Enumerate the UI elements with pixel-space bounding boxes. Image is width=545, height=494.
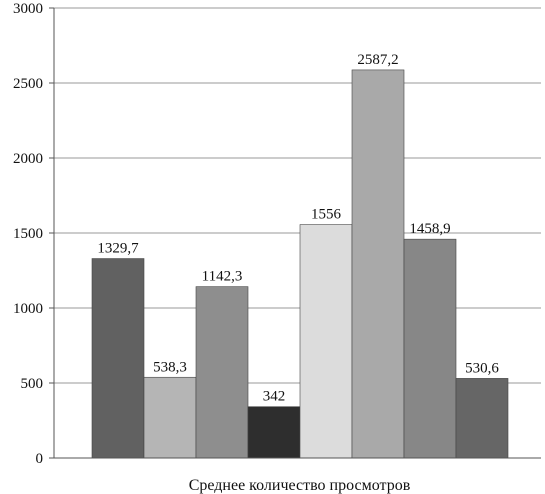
bar [143, 376, 197, 459]
y-tick-label: 3000 [13, 1, 43, 17]
bar-value-label: 342 [263, 389, 286, 405]
bars [91, 69, 509, 459]
y-tick-label: 2000 [13, 151, 43, 167]
bar-value-label: 530,6 [465, 360, 499, 376]
bar [91, 258, 145, 459]
bar-value-label: 538,3 [153, 359, 187, 375]
bar-value-label: 1458,9 [409, 221, 450, 237]
bar-value-label: 2587,2 [357, 52, 398, 68]
bar-value-label: 1329,7 [97, 241, 139, 257]
bar [195, 286, 249, 459]
bar [299, 224, 353, 459]
y-tick-label: 2500 [13, 76, 43, 92]
x-axis-title: Среднее количество просмотров [189, 477, 411, 494]
bar [455, 378, 509, 459]
bar [403, 238, 457, 459]
y-axis-ticks: 0 500 1000 1500 2000 2500 3000 [13, 1, 54, 467]
y-tick-label: 1000 [13, 301, 43, 317]
bar [247, 406, 301, 459]
data-labels: 1329,7 538,3 1142,3 342 1556 2587,2 1458,9 530,… [97, 52, 499, 405]
bar-value-label: 1142,3 [202, 269, 243, 285]
y-tick-label: 1500 [13, 226, 43, 242]
y-tick-label: 500 [21, 376, 44, 392]
y-tick-label: 0 [36, 451, 44, 467]
bar [351, 69, 405, 459]
bar-value-label: 1556 [311, 207, 342, 223]
